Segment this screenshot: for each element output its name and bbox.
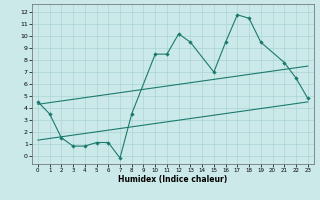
X-axis label: Humidex (Indice chaleur): Humidex (Indice chaleur): [118, 175, 228, 184]
